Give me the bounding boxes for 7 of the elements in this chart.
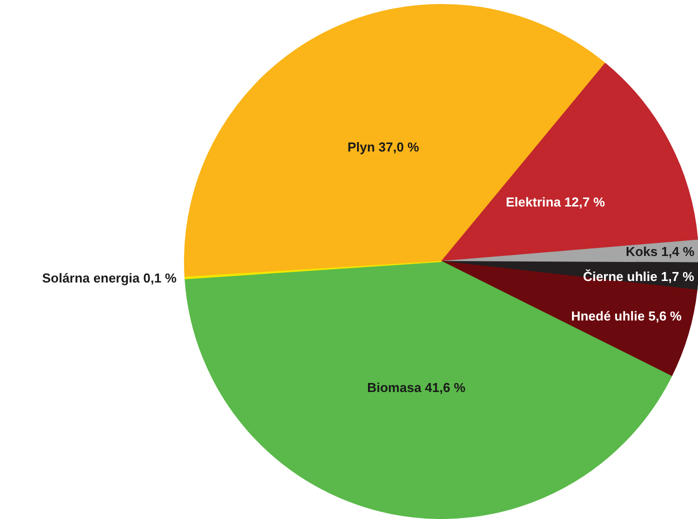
slice-label: Čierne uhlie 1,7 %: [582, 268, 695, 284]
slice-label: Elektrina 12,7 %: [506, 194, 606, 210]
slice-label: Hnedé uhlie 5,6 %: [571, 308, 682, 324]
slice-label: Biomasa 41,6 %: [367, 380, 466, 395]
slice-label: Plyn 37,0 %: [347, 139, 420, 154]
slice-label: Solárna energia 0,1 %: [42, 270, 177, 286]
slice-label: Koks 1,4 %: [626, 244, 695, 259]
